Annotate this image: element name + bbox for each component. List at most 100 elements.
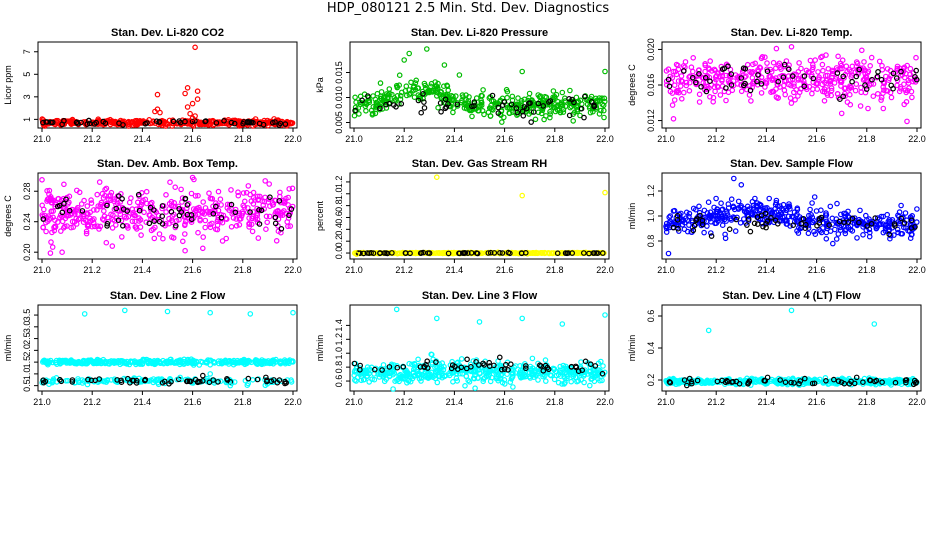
data-point	[258, 207, 265, 214]
outlier-point	[738, 182, 745, 188]
data-point	[115, 217, 122, 224]
data-point	[471, 99, 478, 105]
data-point	[166, 380, 172, 387]
data-point	[182, 118, 188, 125]
data-point	[252, 116, 259, 122]
data-point	[102, 120, 109, 127]
data-point	[744, 222, 750, 228]
data-point	[241, 356, 247, 363]
data-point	[723, 208, 730, 215]
data-point	[404, 369, 410, 376]
data-point	[906, 85, 912, 91]
data-point	[234, 359, 241, 366]
data-point	[133, 224, 140, 230]
data-point	[559, 89, 566, 96]
outlier-point	[187, 110, 193, 117]
data-point	[433, 83, 439, 89]
outlier-point	[433, 174, 440, 181]
data-point	[678, 78, 685, 84]
data-point	[480, 376, 487, 382]
data-point	[137, 217, 144, 223]
data-point	[835, 231, 842, 237]
y-tick-label: 0.6	[646, 310, 656, 323]
data-point	[384, 370, 391, 376]
data-point	[264, 219, 271, 226]
data-point	[828, 92, 835, 99]
data-point	[363, 108, 369, 114]
data-point	[282, 378, 288, 385]
outlier-point	[157, 109, 163, 116]
outlier-point	[393, 306, 400, 313]
outlier-point	[788, 43, 795, 50]
data-point	[98, 201, 104, 208]
data-point	[249, 376, 256, 383]
data-point	[217, 196, 224, 203]
data-point	[476, 107, 482, 114]
data-point	[184, 202, 191, 208]
data-point	[786, 201, 792, 207]
data-point	[285, 194, 292, 201]
outlier-point	[441, 62, 448, 68]
data-point	[769, 75, 775, 82]
data-point	[182, 231, 188, 237]
data-point	[212, 211, 219, 217]
data-point	[185, 360, 191, 366]
data-point	[143, 219, 150, 226]
x-tick-label: 21.2	[707, 397, 725, 407]
data-point	[839, 57, 846, 64]
data-point	[168, 208, 175, 215]
data-point	[890, 85, 896, 92]
data-point	[125, 375, 131, 382]
data-point	[501, 99, 508, 105]
data-point	[40, 216, 47, 222]
data-point	[440, 83, 447, 90]
data-point	[893, 75, 900, 81]
data-point	[908, 217, 915, 224]
data-point	[480, 87, 486, 93]
data-point	[89, 223, 95, 230]
data-point	[472, 385, 478, 392]
data-point	[547, 108, 553, 115]
y-tick-label: 5	[22, 72, 32, 77]
data-point	[163, 220, 169, 227]
outlier-point	[433, 315, 440, 322]
data-point	[213, 203, 219, 210]
data-point	[80, 219, 87, 226]
data-point	[366, 366, 373, 372]
data-point	[203, 359, 209, 366]
x-tick-label: 21.6	[808, 397, 826, 407]
outlier-point	[59, 249, 65, 256]
data-point	[240, 202, 247, 209]
x-tick-label: 21.6	[496, 265, 514, 275]
data-point	[842, 230, 849, 237]
data-point	[541, 250, 548, 256]
data-point	[78, 201, 85, 207]
data-point	[717, 92, 724, 98]
data-point	[396, 101, 402, 107]
data-point	[232, 209, 239, 216]
data-point	[686, 74, 692, 80]
data-point	[837, 96, 843, 103]
data-point	[683, 82, 690, 89]
data-point	[732, 228, 739, 234]
data-point	[99, 216, 106, 222]
data-point	[729, 87, 736, 94]
data-point	[866, 233, 873, 240]
data-point	[884, 66, 891, 72]
data-point	[529, 355, 536, 362]
data-point	[597, 358, 604, 365]
data-point	[561, 381, 568, 387]
data-point	[83, 230, 90, 237]
outlier-point	[602, 312, 608, 318]
data-point	[782, 91, 789, 98]
data-point	[550, 88, 557, 94]
data-point	[518, 250, 525, 256]
data-point	[722, 231, 728, 238]
data-point	[868, 221, 875, 227]
data-point	[240, 190, 247, 196]
data-point	[173, 223, 179, 229]
data-point	[586, 382, 593, 389]
data-point	[182, 221, 188, 227]
data-point	[572, 250, 579, 256]
data-point	[669, 90, 676, 96]
